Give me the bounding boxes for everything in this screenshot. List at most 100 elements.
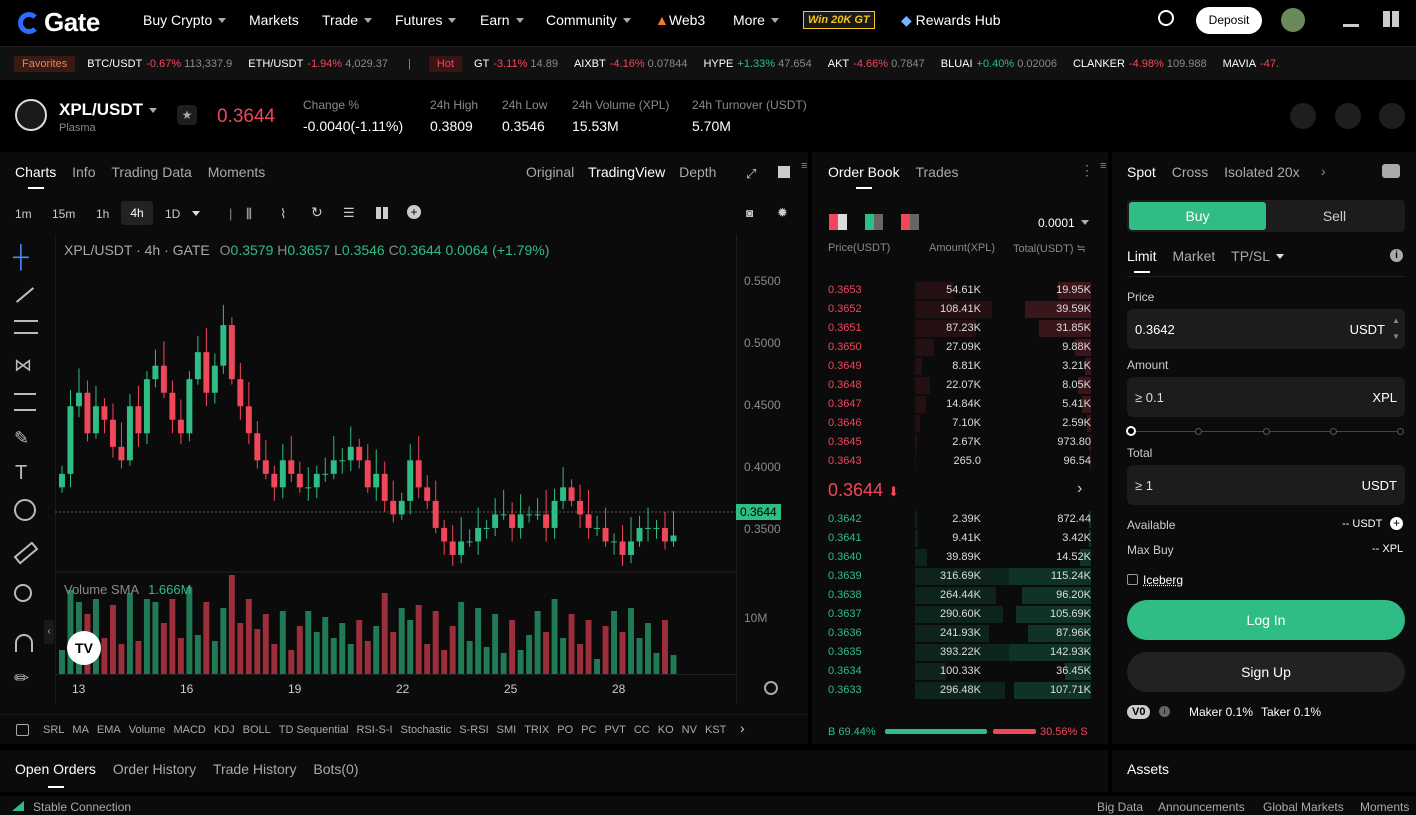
more-vertical-icon[interactable]: ⋮ — [1080, 162, 1094, 178]
notes-icon[interactable] — [1290, 103, 1316, 129]
indicator-item[interactable]: Volume — [128, 724, 166, 736]
buy-tab[interactable]: Buy — [1129, 202, 1266, 230]
tradingview-logo[interactable]: TV — [67, 631, 101, 665]
indicator-item[interactable]: TRIX — [524, 724, 550, 736]
tab-spot[interactable]: Spot — [1127, 164, 1156, 180]
footer-link-announcements[interactable]: Announcements — [1158, 800, 1245, 814]
indicator-item[interactable]: PVT — [604, 724, 626, 736]
magnet-icon[interactable] — [15, 634, 33, 652]
slider-handle[interactable] — [1126, 426, 1136, 436]
bid-row[interactable]: 0.3634 100.33K 36.45K — [828, 662, 1091, 681]
nav-web3[interactable]: ▲Web3 — [655, 12, 706, 28]
lock-drawing-icon[interactable]: ✏ — [14, 668, 30, 688]
indicator-item[interactable]: KO — [657, 724, 674, 736]
indicator-item[interactable]: MA — [72, 724, 89, 736]
ask-row[interactable]: 0.3653 54.61K 19.95K — [828, 281, 1091, 300]
book-view-bids-icon[interactable] — [865, 214, 883, 230]
hot-tag[interactable]: Hot — [428, 55, 463, 72]
tab-charts[interactable]: Charts — [15, 164, 57, 180]
price-input[interactable]: 0.3642 USDT — [1127, 309, 1405, 349]
footer-link-moments[interactable]: Moments — [1360, 800, 1410, 814]
tab-trades[interactable]: Trades — [915, 164, 959, 180]
book-view-both-icon[interactable] — [829, 214, 847, 230]
tab-info[interactable]: Info — [72, 164, 96, 180]
sell-tab[interactable]: Sell — [1322, 208, 1347, 224]
ask-row[interactable]: 0.3650 27.09K 9.88K — [828, 338, 1091, 357]
ask-row[interactable]: 0.3643 265.0 96.54 — [828, 452, 1091, 471]
template-icon[interactable]: ☰ — [343, 205, 355, 220]
indicator-item[interactable]: RSI-S-I — [356, 724, 393, 736]
indicator-item[interactable]: SRL — [43, 724, 65, 736]
tab-trading-data[interactable]: Trading Data — [111, 164, 192, 180]
ask-row[interactable]: 0.3647 14.84K 5.41K — [828, 395, 1091, 414]
bid-row[interactable]: 0.3636 241.93K 87.96K — [828, 624, 1091, 643]
precision-select[interactable]: 0.0001 — [1038, 216, 1089, 230]
login-button[interactable]: Log In — [1127, 600, 1405, 640]
nav-more[interactable]: More — [733, 12, 779, 28]
favorite-star-icon[interactable]: ★ — [177, 105, 197, 125]
collapse-toolbar-icon[interactable]: ‹ — [44, 620, 54, 644]
ask-row[interactable]: 0.3648 22.07K 8.05K — [828, 376, 1091, 395]
chevron-right-icon[interactable]: › — [1321, 163, 1326, 179]
tab-open-orders[interactable]: Open Orders — [15, 761, 96, 777]
indicator-item[interactable]: CC — [633, 724, 650, 736]
crosshair-icon[interactable]: ┼ — [13, 244, 29, 269]
footer-link-global-markets[interactable]: Global Markets — [1263, 800, 1344, 814]
slider-stop[interactable] — [1397, 428, 1404, 435]
chart-settings-icon[interactable]: ✹ — [777, 205, 788, 220]
ticker-item[interactable]: CLANKER -4.98% 109.988 — [1072, 57, 1207, 70]
add-icon[interactable]: + — [407, 205, 421, 219]
total-input[interactable]: ≥ 1 USDT — [1127, 465, 1405, 505]
axis-settings-icon[interactable] — [764, 681, 778, 695]
signup-button[interactable]: Sign Up — [1127, 652, 1405, 692]
timeframe-4h[interactable]: 4h — [121, 201, 153, 225]
timeframe-1h[interactable]: 1h — [96, 207, 110, 221]
bid-row[interactable]: 0.3633 296.48K 107.71K — [828, 681, 1091, 700]
apps-grid-icon[interactable] — [1383, 11, 1399, 27]
indicator-item[interactable]: PC — [581, 724, 597, 736]
pair-symbol[interactable]: XPL/USDT — [59, 100, 158, 120]
tab-cross[interactable]: Cross — [1171, 164, 1209, 180]
indicator-item[interactable]: MACD — [173, 724, 206, 736]
expand-icon[interactable]: ⤢ — [746, 166, 757, 181]
indicator-item[interactable]: EMA — [96, 724, 121, 736]
timeframe-1d[interactable]: 1D — [165, 207, 201, 221]
download-icon[interactable] — [1343, 11, 1359, 27]
ticker-item[interactable]: AIXBT -4.16% 0.07844 — [573, 57, 688, 70]
ask-row[interactable]: 0.3651 87.23K 31.85K — [828, 319, 1091, 338]
info-icon[interactable]: i — [1390, 249, 1403, 262]
ask-row[interactable]: 0.3652 108.41K 39.59K — [828, 300, 1091, 319]
book-icon[interactable] — [1335, 103, 1361, 129]
amount-input[interactable]: ≥ 0.1 XPL — [1127, 377, 1405, 417]
ticker-item[interactable]: AKT -4.66% 0.7847 — [827, 57, 925, 70]
fib-icon[interactable] — [14, 320, 38, 334]
add-funds-icon[interactable]: + — [1390, 517, 1403, 530]
indicator-item[interactable]: SMI — [496, 724, 517, 736]
ask-row[interactable]: 0.3649 8.81K 3.21K — [828, 357, 1091, 376]
chevron-right-icon[interactable]: › — [740, 720, 745, 736]
drag-handle-icon[interactable]: ≡ — [801, 160, 808, 172]
refresh-icon[interactable]: ↻ — [311, 204, 323, 220]
tab-moments[interactable]: Moments — [207, 164, 266, 180]
deposit-button[interactable]: Deposit — [1196, 7, 1262, 34]
view-original[interactable]: Original — [526, 164, 575, 180]
tab-order-history[interactable]: Order History — [112, 761, 197, 777]
slider-stop[interactable] — [1263, 428, 1270, 435]
bid-row[interactable]: 0.3640 39.89K 14.52K — [828, 548, 1091, 567]
timeframe-15m[interactable]: 15m — [52, 207, 76, 221]
tab-trade-history[interactable]: Trade History — [212, 761, 297, 777]
nav-markets[interactable]: Markets — [249, 12, 299, 28]
chart-area[interactable] — [55, 234, 808, 704]
nav-earn[interactable]: Earn — [480, 12, 524, 28]
bid-row[interactable]: 0.3635 393.22K 142.93K — [828, 643, 1091, 662]
book-view-asks-icon[interactable] — [901, 214, 919, 230]
tab-order-book[interactable]: Order Book — [828, 164, 900, 180]
camera-icon[interactable]: ◙ — [746, 206, 754, 220]
indicator-item[interactable]: S-RSI — [459, 724, 489, 736]
ticker-item[interactable]: BLUAI +0.40% 0.02006 — [940, 57, 1057, 70]
view-depth[interactable]: Depth — [679, 164, 717, 180]
bid-row[interactable]: 0.3639 316.69K 115.24K — [828, 567, 1091, 586]
slider-stop[interactable] — [1330, 428, 1337, 435]
promo-badge[interactable]: Win 20K GT — [803, 11, 875, 29]
ticker-item[interactable]: GT -3.11% 14.89 — [474, 57, 558, 70]
